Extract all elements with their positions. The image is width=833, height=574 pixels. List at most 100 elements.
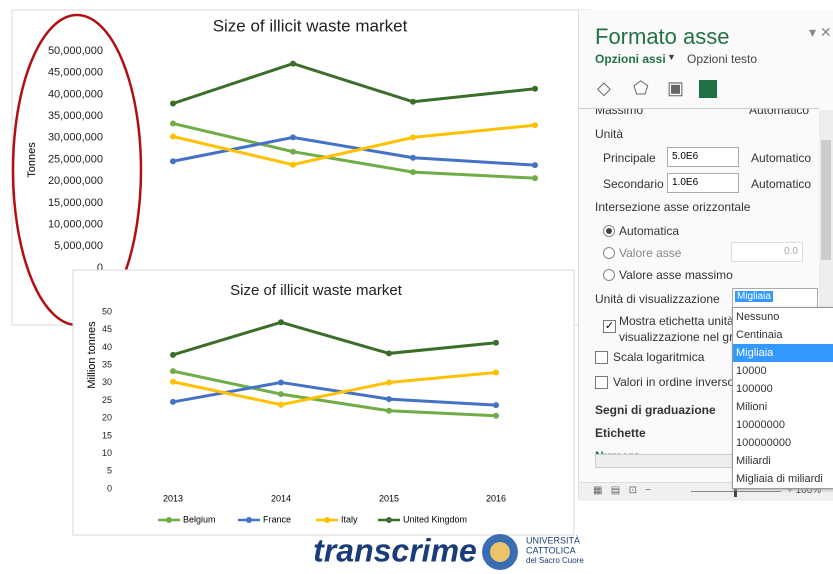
point — [532, 175, 538, 182]
point — [493, 339, 499, 346]
label: Automatico — [749, 108, 810, 117]
close[interactable]: ▾ ✕ — [809, 24, 832, 40]
point — [278, 379, 284, 386]
label: Unità di visualizzazione — [595, 292, 720, 306]
radio[interactable] — [603, 225, 615, 237]
point — [170, 378, 176, 385]
input[interactable]: 0.0 — [731, 242, 803, 262]
y-tick-label: 0 — [107, 483, 112, 493]
dropdown-item[interactable]: Miliardi — [736, 455, 771, 467]
dropdown-item[interactable]: 10000 — [736, 365, 767, 377]
format-panel: Formato asse ▾ ✕ Opzioni assi ▼ Opzioni … — [578, 10, 833, 501]
label: visualizzazione nel graf — [619, 330, 744, 344]
radio[interactable] — [603, 247, 615, 259]
series-line — [172, 320, 497, 357]
y-tick-label: 40,000,000 — [48, 88, 103, 100]
legend-swatch — [246, 517, 252, 523]
legend-label: France — [263, 514, 291, 524]
series-line — [172, 369, 497, 418]
label: Principale — [603, 151, 656, 165]
checkbox[interactable] — [595, 351, 608, 364]
y-tick-label: 50,000,000 — [48, 45, 103, 57]
y-tick-label: 25,000,000 — [48, 153, 103, 165]
series-line — [172, 62, 536, 105]
point — [170, 100, 176, 107]
university: UNIVERSITÀ — [526, 535, 580, 545]
section[interactable]: Segni di graduazione — [595, 403, 716, 417]
dropdown-item[interactable]: 100000 — [736, 383, 773, 395]
y-tick-label: 0 — [97, 262, 103, 274]
point — [170, 120, 176, 127]
zoom-thumb[interactable] — [734, 486, 737, 497]
point — [278, 391, 284, 398]
point — [290, 161, 296, 168]
chart-top: Size of illicit waste market Tonnes 0 5,000… — [26, 16, 538, 274]
point — [170, 158, 176, 165]
y-tick-label: 30,000,000 — [48, 132, 103, 144]
point — [410, 98, 416, 105]
label: Valore asse massimo — [619, 268, 733, 282]
section[interactable]: Etichette — [595, 426, 646, 440]
dropdown-item[interactable]: Nessuno — [736, 311, 780, 323]
icon-fill[interactable]: ◇ — [597, 78, 611, 98]
dropdown-item[interactable]: Migliaia — [733, 344, 833, 362]
y-tick-label: 10,000,000 — [48, 219, 103, 231]
y-tick-label: 35 — [102, 359, 112, 369]
point — [290, 134, 296, 141]
logo — [490, 542, 510, 562]
y-tick-label: 50 — [102, 306, 112, 316]
dropdown-item[interactable]: 100000000 — [736, 437, 792, 449]
dropdown-item[interactable]: 10000000 — [736, 419, 785, 431]
label: Mostra etichetta unità d — [619, 314, 744, 328]
input[interactable]: 5.0E6 — [667, 147, 739, 167]
y-tick-label: 10 — [102, 448, 112, 458]
y-tick-label: 5,000,000 — [54, 240, 103, 252]
point — [290, 148, 296, 155]
legend-swatch — [386, 517, 392, 523]
select[interactable]: Migliaia — [732, 288, 818, 308]
icon-size[interactable]: ▣ — [667, 78, 685, 98]
series-line — [172, 123, 536, 167]
y-tick-label: 15,000,000 — [48, 197, 103, 209]
options-scroll: Massimo Automatico Unità Principale 5.0E… — [579, 108, 819, 471]
y-tick-label: 20 — [102, 413, 112, 423]
y-tick-label: 40 — [102, 342, 112, 352]
y-axis-label: Tonnes — [26, 142, 38, 178]
point — [410, 154, 416, 161]
icon-effects[interactable]: ⬠ — [633, 78, 649, 98]
label: Secondario — [603, 177, 664, 191]
x-tick-label: 2013 — [163, 493, 183, 503]
icon-axis[interactable] — [699, 80, 717, 98]
tab[interactable]: Opzioni testo — [687, 52, 758, 66]
label: Valore asse — [619, 246, 682, 260]
radio[interactable] — [603, 269, 615, 281]
y-tick-label: 45,000,000 — [48, 67, 103, 79]
dropdown-item[interactable]: Centinaia — [736, 329, 783, 341]
point — [386, 407, 392, 414]
university: CATTOLICA — [526, 545, 576, 555]
tab[interactable]: Opzioni assi — [595, 52, 666, 66]
x-tick-label: 2014 — [271, 493, 291, 503]
point — [493, 402, 499, 409]
legend-swatch — [324, 517, 330, 523]
checkbox[interactable] — [595, 376, 608, 389]
y-axis-label: Million tonnes — [86, 321, 98, 389]
point — [170, 351, 176, 358]
point — [278, 401, 284, 408]
label: Automatico — [751, 151, 812, 165]
dropdown-item[interactable]: Milioni — [736, 401, 768, 413]
point — [493, 369, 499, 376]
point — [170, 398, 176, 405]
h-scrollbar[interactable] — [595, 454, 747, 468]
y-tick-label: 5 — [107, 466, 112, 476]
input[interactable]: 1.0E6 — [667, 173, 739, 193]
dropdown-item[interactable]: Migliaia di miliardi — [736, 473, 823, 485]
view-icons[interactable]: ▦ ▤ ⊡ − — [593, 485, 652, 496]
checkbox[interactable]: ✓ — [603, 320, 616, 333]
y-tick-label: 35,000,000 — [48, 110, 103, 122]
chart-bottom: Size of illicit waste market Million tonn… — [86, 282, 506, 524]
x-tick-label: 2015 — [379, 493, 399, 503]
label: Automatica — [619, 224, 680, 238]
legend-label: Italy — [341, 514, 358, 524]
